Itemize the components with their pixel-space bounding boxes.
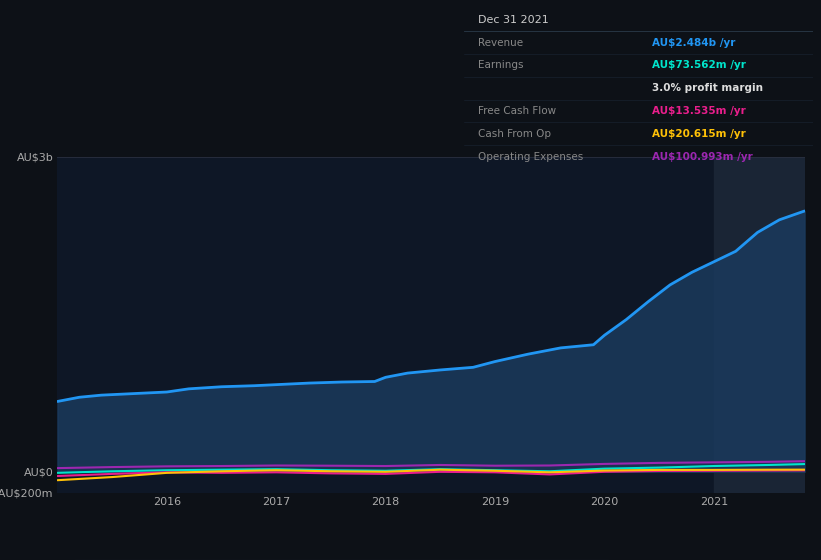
- Text: Earnings: Earnings: [478, 60, 523, 71]
- Text: AU$73.562m /yr: AU$73.562m /yr: [653, 60, 746, 71]
- Text: AU$2.484b /yr: AU$2.484b /yr: [653, 38, 736, 48]
- Text: Cash From Op: Cash From Op: [478, 129, 551, 139]
- Text: Dec 31 2021: Dec 31 2021: [478, 15, 548, 25]
- Text: AU$13.535m /yr: AU$13.535m /yr: [653, 106, 746, 116]
- Text: AU$100.993m /yr: AU$100.993m /yr: [653, 152, 753, 162]
- Text: Free Cash Flow: Free Cash Flow: [478, 106, 556, 116]
- Text: 3.0% profit margin: 3.0% profit margin: [653, 83, 764, 93]
- Text: Operating Expenses: Operating Expenses: [478, 152, 583, 162]
- Text: Revenue: Revenue: [478, 38, 523, 48]
- Text: AU$20.615m /yr: AU$20.615m /yr: [653, 129, 746, 139]
- Bar: [713, 157, 805, 493]
